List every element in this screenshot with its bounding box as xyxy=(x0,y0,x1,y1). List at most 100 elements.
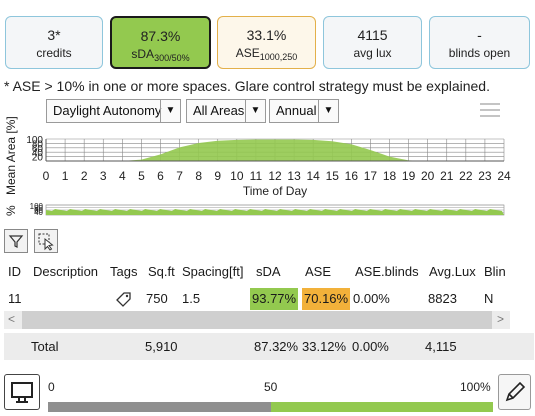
scrollbar-thumb[interactable] xyxy=(22,311,492,329)
cell-blinds: N xyxy=(484,291,494,306)
filter-icon[interactable] xyxy=(4,229,28,253)
chart-y-tick-label: 60 xyxy=(32,144,44,155)
avg-lux-value: 4115 xyxy=(357,27,388,43)
horizontal-scrollbar[interactable]: < > xyxy=(4,311,510,329)
chart-area-series xyxy=(46,139,504,161)
chart-x-tick-label: 19 xyxy=(402,169,416,183)
chart2-y-tick-label: 100 xyxy=(30,202,44,211)
chart-x-tick-label: 15 xyxy=(326,169,340,183)
chart-x-tick-label: 18 xyxy=(383,169,397,183)
threshold-slider[interactable] xyxy=(48,402,493,412)
chart-x-tick-label: 24 xyxy=(497,169,511,183)
chart-y-tick-label: 80 xyxy=(32,139,44,150)
cell-spacing: 1.5 xyxy=(182,291,201,306)
chart-x-tick-label: 12 xyxy=(268,169,282,183)
table-row[interactable]: 11 750 1.5 93.77% 70.16% 0.00% 8823 N xyxy=(0,288,535,310)
tag-icon[interactable] xyxy=(113,290,133,315)
scroll-left-icon[interactable]: < xyxy=(8,312,16,326)
monitor-icon[interactable] xyxy=(4,374,40,410)
sda-value: 87.3% xyxy=(140,28,181,44)
sda-label: sDA300/50% xyxy=(131,47,190,63)
chevron-down-icon: ▼ xyxy=(160,100,180,122)
col-header-sqft[interactable]: Sq.ft xyxy=(148,264,175,279)
col-header-id[interactable]: ID xyxy=(8,264,21,279)
pencil-icon[interactable] xyxy=(498,374,531,410)
cell-sda: 93.77% xyxy=(250,288,299,310)
total-sda: 87.32% xyxy=(254,339,299,354)
col-header-sda[interactable]: sDA xyxy=(256,264,281,279)
total-label: Total xyxy=(31,339,59,354)
credits-value: 3* xyxy=(47,27,61,43)
cell-avg-lux: 8823 xyxy=(428,291,457,306)
blinds-open-card[interactable]: - blinds open xyxy=(429,16,530,69)
blinds-open-label: blinds open xyxy=(448,46,511,60)
area-dropdown-value: All Areas xyxy=(193,103,245,118)
sda-card[interactable]: 87.3% sDA300/50% xyxy=(110,16,211,69)
chart-x-tick-label: 3 xyxy=(100,169,107,183)
col-header-blinds[interactable]: Blin xyxy=(484,264,506,279)
col-header-tags[interactable]: Tags xyxy=(110,264,138,279)
chart-x-tick-label: 1 xyxy=(62,169,69,183)
slider-max-label: 100% xyxy=(460,380,491,394)
chevron-down-icon: ▼ xyxy=(245,100,265,122)
slider-fill xyxy=(270,402,493,412)
col-header-avg-lux[interactable]: Avg.Lux xyxy=(429,264,476,279)
chart-y-tick-label: 20 xyxy=(32,153,44,164)
table-header: ID Description Tags Sq.ft Spacing[ft] sD… xyxy=(0,258,535,286)
col-header-spacing[interactable]: Spacing[ft] xyxy=(182,264,244,279)
chart-x-tick-label: 11 xyxy=(250,169,263,183)
chart-x-tick-label: 17 xyxy=(364,169,378,183)
total-ase-blinds: 0.00% xyxy=(352,339,389,354)
period-dropdown[interactable]: Annual ▼ xyxy=(269,99,339,123)
ase-warning-note: * ASE > 10% in one or more spaces. Glare… xyxy=(4,78,490,94)
cell-ase: 70.16% xyxy=(302,288,351,310)
area-dropdown[interactable]: All Areas ▼ xyxy=(186,99,266,123)
total-avg-lux: 4,115 xyxy=(425,339,457,354)
chart-x-tick-label: 20 xyxy=(421,169,435,183)
cell-id: 11 xyxy=(8,291,22,306)
chart-y-tick-label: 100 xyxy=(26,135,43,146)
credits-label: credits xyxy=(36,46,72,60)
chart2-y-tick-label: 60 xyxy=(34,206,43,215)
chart-x-tick-label: 21 xyxy=(440,169,454,183)
total-ase: 33.12% xyxy=(302,339,347,354)
avg-lux-card[interactable]: 4115 avg lux xyxy=(323,16,422,69)
col-header-ase[interactable]: ASE xyxy=(305,264,332,279)
col-header-description[interactable]: Description xyxy=(33,264,99,279)
chevron-down-icon: ▼ xyxy=(318,100,338,122)
chart-x-tick-label: 0 xyxy=(43,169,50,183)
period-dropdown-value: Annual xyxy=(276,103,317,118)
chart-x-tick-label: 4 xyxy=(119,169,126,183)
chart2-y-tick-label: 40 xyxy=(34,208,43,217)
avg-lux-label: avg lux xyxy=(353,46,392,60)
blinds-open-value: - xyxy=(477,27,482,43)
credits-card[interactable]: 3* credits xyxy=(5,16,103,69)
total-sqft: 5,910 xyxy=(145,339,178,354)
select-cursor-icon[interactable] xyxy=(34,229,58,253)
chart-x-tick-label: 16 xyxy=(345,169,359,183)
chart-x-axis-label: Time of Day xyxy=(243,184,307,198)
chart-x-tick-label: 5 xyxy=(138,169,145,183)
chart-y-tick-label: 40 xyxy=(32,148,44,159)
ase-label: ASE1000,250 xyxy=(235,46,298,62)
chart-x-tick-label: 13 xyxy=(287,169,301,183)
cell-ase-blinds: 0.00% xyxy=(353,291,390,306)
chart-x-tick-label: 10 xyxy=(230,169,244,183)
bottom-toolbar: 0 50 100% xyxy=(0,369,535,416)
chart-x-tick-label: 14 xyxy=(306,169,320,183)
ase-card[interactable]: 33.1% ASE1000,250 xyxy=(217,16,316,69)
slider-mid-label: 50 xyxy=(264,380,278,394)
metric-dropdown-value: Daylight Autonomy xyxy=(53,103,162,118)
chart2-area-series xyxy=(46,209,504,215)
col-header-ase-blinds[interactable]: ASE.blinds xyxy=(355,264,419,279)
chart-x-tick-label: 23 xyxy=(478,169,492,183)
scroll-right-icon[interactable]: > xyxy=(496,312,504,326)
menu-icon[interactable] xyxy=(480,103,500,121)
cell-sqft: 750 xyxy=(146,291,168,306)
metric-dropdown[interactable]: Daylight Autonomy ▼ xyxy=(46,99,181,123)
chart-x-tick-label: 9 xyxy=(214,169,221,183)
chart-x-tick-label: 2 xyxy=(81,169,88,183)
chart-x-tick-label: 8 xyxy=(195,169,202,183)
ase-value: 33.1% xyxy=(246,27,287,43)
